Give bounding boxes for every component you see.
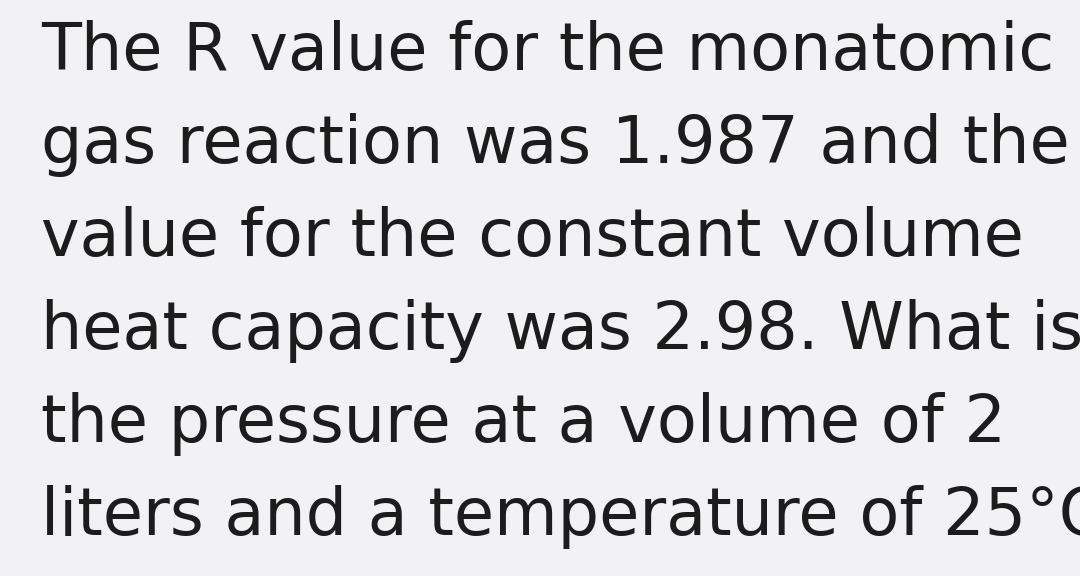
Text: The R value for the monatomic
gas reaction was 1.987 and the
value for the const: The R value for the monatomic gas reacti… (41, 20, 1080, 549)
